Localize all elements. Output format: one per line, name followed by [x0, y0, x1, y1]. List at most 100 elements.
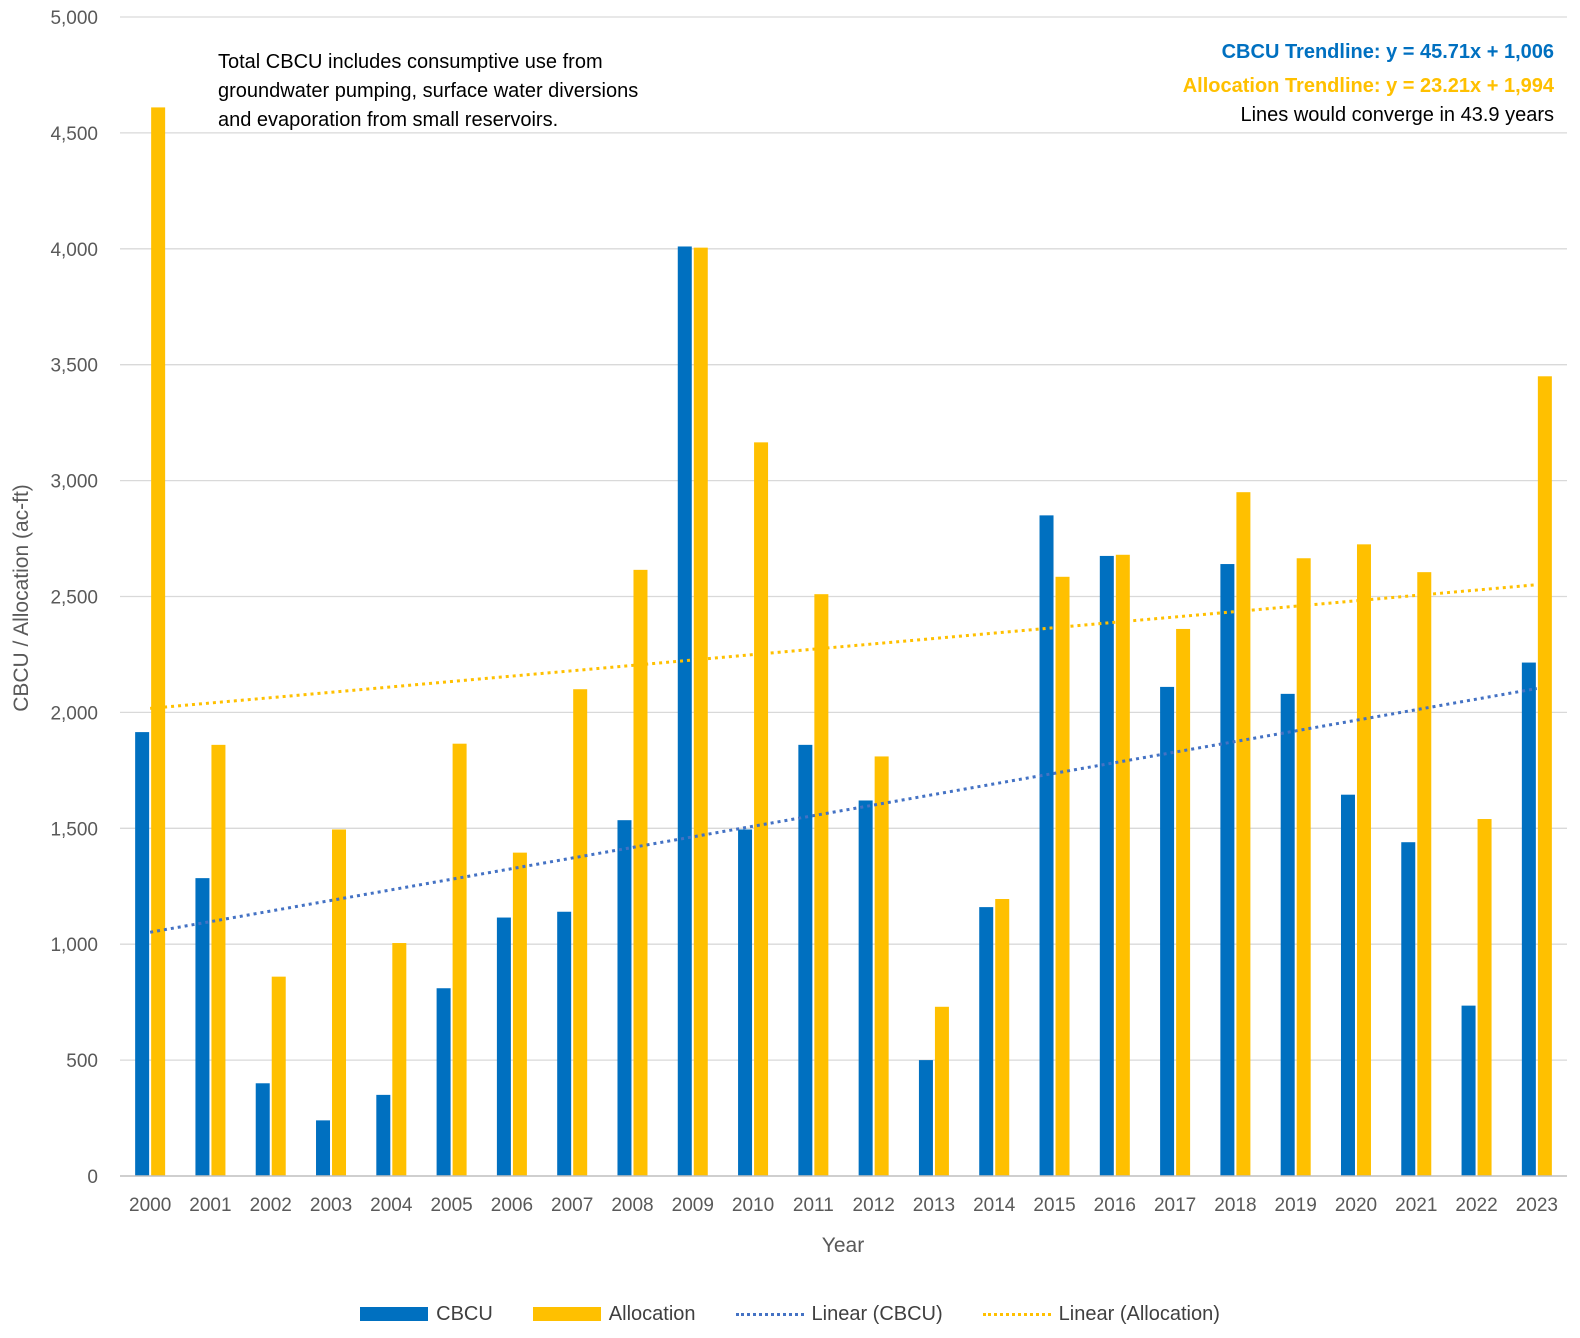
bar-cbcu-2000 — [135, 732, 150, 1176]
x-tick-label: 2015 — [1033, 1195, 1075, 1216]
trendline-cbcu — [149, 687, 1538, 934]
x-tick-label: 2003 — [310, 1195, 352, 1216]
y-tick-label: 3,500 — [50, 356, 98, 377]
x-tick-label: 2014 — [973, 1195, 1016, 1216]
legend-swatch-allocation — [532, 1307, 601, 1321]
x-axis-title: Year — [822, 1234, 864, 1257]
x-tick-label: 2021 — [1395, 1195, 1437, 1216]
y-axis-title: CBCU / Allocation (ac-ft) — [10, 484, 33, 712]
bar-allocation-2021 — [1417, 572, 1432, 1176]
bar-cbcu-2022 — [1461, 1005, 1476, 1176]
bar-allocation-2011 — [814, 594, 829, 1176]
bar-cbcu-2007 — [557, 911, 572, 1176]
gridlines — [120, 16, 1567, 1061]
legend-label-linear-allocation: Linear (Allocation) — [1058, 1302, 1220, 1325]
bar-allocation-2002 — [271, 976, 286, 1176]
y-tick-label: 4,000 — [50, 240, 98, 261]
x-tick-label: 2013 — [913, 1195, 955, 1216]
legend-item-linear-allocation: Linear (Allocation) — [982, 1302, 1220, 1326]
legend-label-linear-cbcu: Linear (CBCU) — [811, 1302, 943, 1325]
legend-item-cbcu: CBCU — [360, 1303, 493, 1326]
x-tick-label: 2004 — [370, 1195, 413, 1216]
bar-allocation-2015 — [1055, 576, 1070, 1176]
x-tick-label: 2002 — [250, 1195, 292, 1216]
x-tick-label: 2008 — [611, 1195, 653, 1216]
allocation-trendline-equation: Allocation Trendline: y = 23.21x + 1,994 — [1182, 75, 1554, 97]
bar-cbcu-2008 — [617, 820, 632, 1176]
bar-allocation-2004 — [392, 943, 407, 1176]
legend: CBCU Allocation Linear (CBCU) Linear (Al… — [0, 1300, 1580, 1328]
bar-cbcu-2011 — [798, 744, 813, 1176]
bar-allocation-2014 — [995, 898, 1010, 1176]
bar-cbcu-2004 — [376, 1094, 391, 1176]
x-axis-ticks: 2000 2001 2002 2003 2004 2005 2006 2007 2008 2009… — [129, 1195, 1558, 1216]
x-tick-label: 2006 — [491, 1195, 533, 1216]
x-tick-label: 2020 — [1335, 1195, 1377, 1216]
bar-cbcu-2021 — [1401, 842, 1416, 1176]
bar-allocation-2013 — [934, 1006, 949, 1176]
bar-cbcu-2012 — [858, 800, 873, 1176]
bar-allocation-2010 — [754, 442, 769, 1176]
bar-allocation-2023 — [1537, 376, 1552, 1176]
x-tick-label: 2018 — [1214, 1195, 1256, 1216]
bar-cbcu-2016 — [1099, 555, 1114, 1176]
x-tick-label: 2009 — [672, 1195, 714, 1216]
bar-allocation-2017 — [1176, 628, 1191, 1176]
x-tick-label: 2023 — [1516, 1195, 1558, 1216]
bar-cbcu-2023 — [1521, 662, 1536, 1176]
y-tick-label: 4,500 — [50, 124, 98, 145]
bar-allocation-2009 — [693, 247, 708, 1177]
legend-swatch-cbcu — [360, 1307, 429, 1321]
y-tick-label: 0 — [87, 1167, 98, 1188]
bar-cbcu-2003 — [316, 1120, 331, 1176]
bar-cbcu-2006 — [496, 917, 511, 1176]
legend-item-allocation: Allocation — [532, 1302, 696, 1326]
x-tick-label: 2016 — [1094, 1195, 1136, 1216]
bar-allocation-2020 — [1356, 544, 1371, 1176]
bars — [135, 107, 1552, 1177]
x-tick-label: 2000 — [129, 1195, 171, 1216]
y-tick-label: 1,500 — [50, 819, 98, 840]
legend-label-allocation: Allocation — [608, 1302, 696, 1325]
bar-cbcu-2017 — [1160, 686, 1175, 1176]
x-tick-label: 2001 — [189, 1195, 231, 1216]
y-tick-label: 1,000 — [50, 935, 98, 956]
legend-label-cbcu: CBCU — [436, 1302, 493, 1325]
x-tick-label: 2012 — [853, 1195, 895, 1216]
legend-swatch-linear-allocation — [982, 1312, 1051, 1316]
bar-allocation-2000 — [151, 107, 166, 1177]
bar-cbcu-2005 — [436, 988, 451, 1176]
legend-swatch-linear-cbcu — [735, 1312, 804, 1316]
trendlines — [149, 583, 1538, 934]
y-tick-label: 3,000 — [50, 472, 98, 493]
x-tick-label: 2017 — [1154, 1195, 1196, 1216]
bar-cbcu-2018 — [1220, 564, 1235, 1176]
bar-cbcu-2015 — [1039, 515, 1054, 1176]
bar-allocation-2018 — [1236, 492, 1251, 1176]
bar-allocation-2022 — [1477, 819, 1492, 1176]
bar-allocation-2001 — [211, 744, 226, 1176]
bar-cbcu-2019 — [1280, 693, 1295, 1176]
trendline-allocation — [150, 583, 1537, 710]
bar-cbcu-2013 — [918, 1060, 933, 1176]
bar-cbcu-2002 — [255, 1083, 270, 1176]
chart-note: Total CBCU includes consumptive use from… — [218, 51, 639, 131]
x-tick-label: 2007 — [551, 1195, 593, 1216]
convergence-note: Lines would converge in 43.9 years — [1240, 104, 1554, 126]
x-tick-label: 2019 — [1275, 1195, 1317, 1216]
x-tick-label: 2022 — [1455, 1195, 1497, 1216]
x-tick-label: 2011 — [793, 1195, 834, 1216]
legend-item-linear-cbcu: Linear (CBCU) — [735, 1302, 943, 1326]
bar-cbcu-2009 — [677, 246, 692, 1176]
bar-allocation-2005 — [452, 743, 467, 1176]
bar-allocation-2006 — [512, 852, 527, 1176]
y-axis-ticks: 0 500 1,000 1,500 2,000 2,500 3,000 3,500 4,000 4… — [50, 8, 98, 1188]
bar-allocation-2016 — [1115, 554, 1130, 1176]
x-tick-label: 2010 — [732, 1195, 774, 1216]
x-tick-label: 2005 — [430, 1195, 472, 1216]
bar-allocation-2003 — [332, 829, 347, 1176]
y-tick-label: 2,500 — [50, 588, 98, 609]
y-tick-label: 500 — [66, 1051, 98, 1072]
y-tick-label: 2,000 — [50, 703, 98, 724]
